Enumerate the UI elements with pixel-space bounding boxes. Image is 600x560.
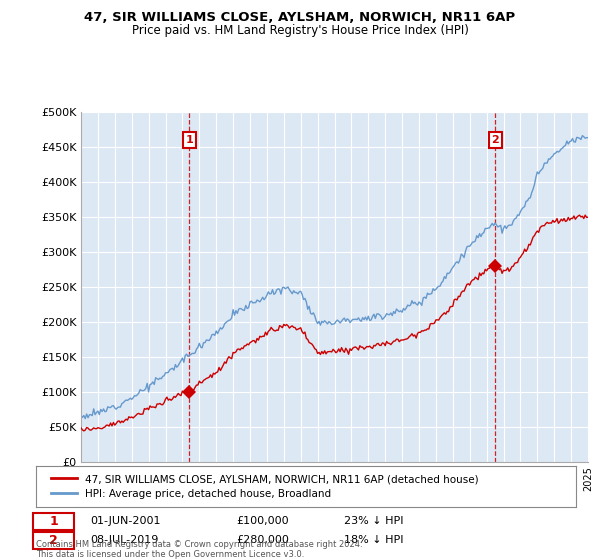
Text: 01-JUN-2001: 01-JUN-2001 [90,516,161,526]
Text: 1: 1 [49,515,58,528]
FancyBboxPatch shape [33,532,74,549]
Text: 08-JUL-2019: 08-JUL-2019 [90,535,158,545]
Text: £280,000: £280,000 [236,535,289,545]
Text: Contains HM Land Registry data © Crown copyright and database right 2024.
This d: Contains HM Land Registry data © Crown c… [36,540,362,559]
Text: 18% ↓ HPI: 18% ↓ HPI [344,535,403,545]
Text: 47, SIR WILLIAMS CLOSE, AYLSHAM, NORWICH, NR11 6AP: 47, SIR WILLIAMS CLOSE, AYLSHAM, NORWICH… [85,11,515,24]
Text: £100,000: £100,000 [236,516,289,526]
Text: 2: 2 [49,534,58,547]
FancyBboxPatch shape [33,513,74,530]
Legend: 47, SIR WILLIAMS CLOSE, AYLSHAM, NORWICH, NR11 6AP (detached house), HPI: Averag: 47, SIR WILLIAMS CLOSE, AYLSHAM, NORWICH… [47,470,483,503]
Text: 23% ↓ HPI: 23% ↓ HPI [344,516,403,526]
Text: 2: 2 [491,135,499,145]
Text: Price paid vs. HM Land Registry's House Price Index (HPI): Price paid vs. HM Land Registry's House … [131,24,469,36]
Text: 1: 1 [185,135,193,145]
